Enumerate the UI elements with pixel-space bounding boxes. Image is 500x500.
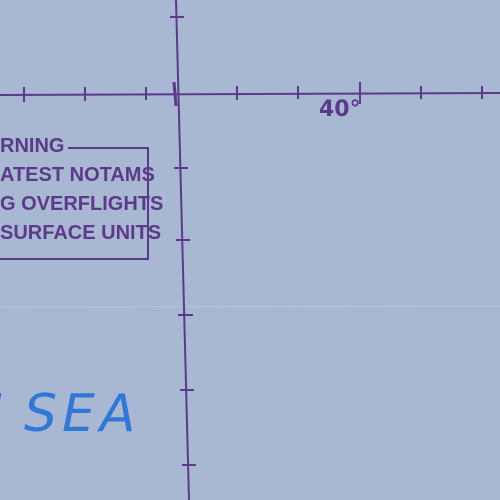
- warning-line-overflights: G OVERFLIGHTS: [0, 193, 164, 215]
- warning-line-surface-units: SURFACE UNITS: [0, 222, 162, 244]
- meridian-tick-major: [172, 81, 178, 107]
- sea-label-fragment-clip: N: [0, 384, 18, 444]
- parallel-line: [0, 92, 500, 96]
- warning-box: [0, 147, 149, 260]
- sea-label-fragment: N: [0, 384, 8, 444]
- sea-label: SEA: [24, 384, 141, 444]
- map-seam-line: [0, 305, 500, 308]
- warning-line-notams: ATEST NOTAMS: [0, 164, 155, 186]
- meridian-line: [175, 0, 190, 500]
- longitude-label: 40°: [319, 97, 361, 122]
- warning-title: RNING: [0, 136, 69, 156]
